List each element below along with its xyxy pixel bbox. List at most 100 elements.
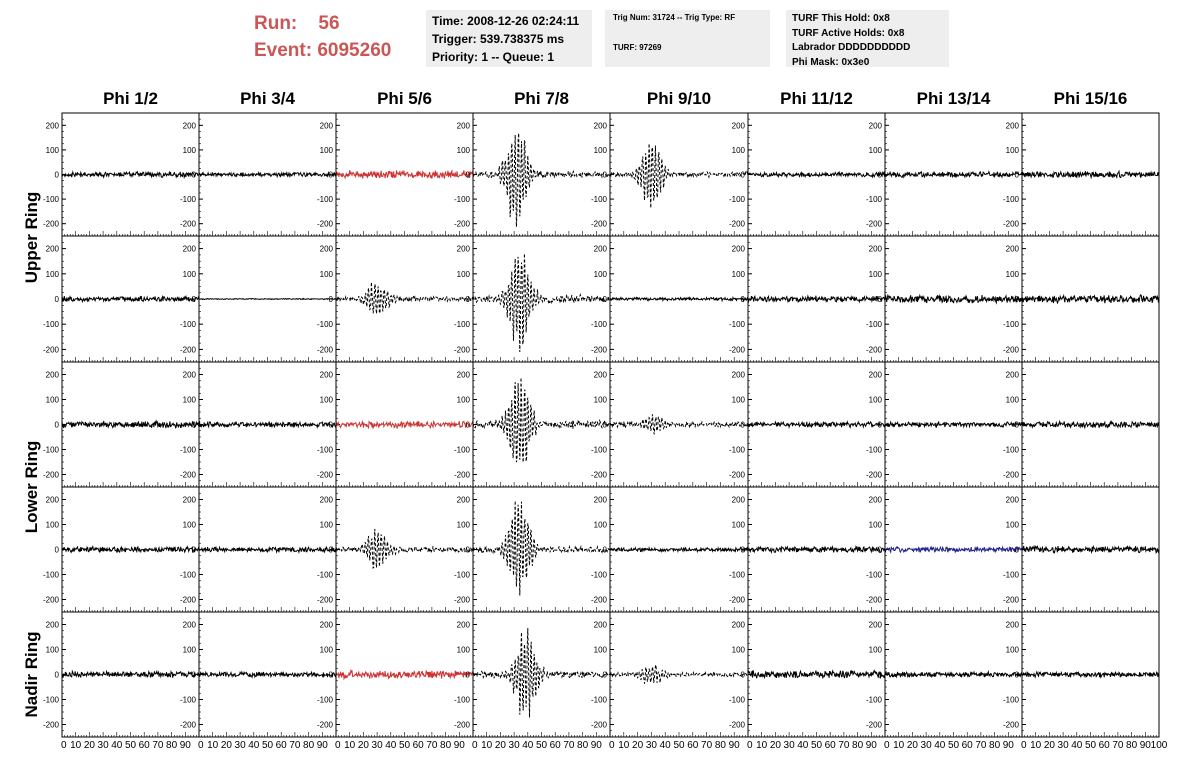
y-tick-label: -200 [454, 596, 471, 605]
x-tick-label: 60 [139, 740, 151, 751]
y-tick-label: 200 [46, 245, 60, 254]
y-tick-label: 0 [741, 295, 746, 304]
y-tick-label: -100 [180, 195, 197, 204]
column-header: Phi 7/8 [514, 89, 569, 108]
y-tick-label: 0 [55, 295, 60, 304]
y-tick-label: 200 [732, 245, 746, 254]
y-tick-label: -100 [591, 195, 608, 204]
y-tick-label: -100 [591, 320, 608, 329]
waveform-trace [747, 544, 886, 554]
x-tick-label: 80 [1126, 740, 1138, 751]
y-tick-label: 0 [329, 295, 334, 304]
x-tick-label: 20 [221, 740, 233, 751]
x-tick-label: 0 [61, 740, 67, 751]
x-tick-label: 40 [660, 740, 672, 751]
y-tick-label: -100 [454, 446, 471, 455]
y-tick-label: 200 [320, 621, 334, 630]
y-tick-label: 100 [1006, 270, 1020, 279]
y-tick-label: -200 [591, 345, 608, 354]
y-tick-label: -100 [454, 696, 471, 705]
y-tick-label: 0 [466, 421, 471, 430]
x-tick-label: 20 [84, 740, 96, 751]
y-tick-label: -100 [43, 446, 60, 455]
waveform-trace [62, 669, 200, 679]
y-tick-label: -200 [591, 596, 608, 605]
y-tick-label: 200 [1006, 245, 1020, 254]
x-tick-label: 90 [454, 740, 466, 751]
x-tick-label: 20 [632, 740, 644, 751]
waveform-trace [747, 420, 886, 429]
y-tick-label: -200 [729, 345, 746, 354]
y-tick-label: -200 [180, 471, 197, 480]
column-header: Phi 13/14 [917, 89, 991, 108]
waveform-trace [61, 419, 200, 429]
turf-hold-text: TURF This Hold: 0x8 [792, 13, 890, 24]
x-tick-label: 20 [358, 740, 370, 751]
x-tick-label: 10 [70, 740, 82, 751]
y-tick-label: -100 [1003, 195, 1020, 204]
y-tick-label: 0 [329, 421, 334, 430]
y-tick-label: 100 [732, 396, 746, 405]
y-tick-label: -100 [866, 446, 883, 455]
y-tick-label: 100 [320, 646, 334, 655]
waveform-trace [61, 294, 200, 304]
y-tick-label: -200 [180, 345, 197, 354]
x-tick-label: 50 [811, 740, 823, 751]
y-tick-label: -200 [180, 596, 197, 605]
y-tick-label: 100 [46, 270, 60, 279]
x-tick-label: 0 [198, 740, 204, 751]
y-tick-label: 200 [320, 496, 334, 505]
waveform-trace [610, 545, 749, 554]
y-tick-label: 100 [1006, 521, 1020, 530]
x-tick-label: 30 [509, 740, 521, 751]
y-tick-label: 200 [183, 371, 197, 380]
x-tick-label: 50 [948, 740, 960, 751]
y-tick-label: -200 [729, 471, 746, 480]
y-tick-label: 0 [329, 171, 334, 180]
run-line: Run: 56 [254, 10, 391, 37]
waveform-trace [747, 294, 886, 304]
y-tick-label: 0 [603, 546, 608, 555]
y-tick-label: 200 [46, 371, 60, 380]
x-tick-label: 10 [344, 740, 356, 751]
waveform-trace [198, 670, 337, 679]
y-tick-label: 200 [594, 621, 608, 630]
y-tick-label: -200 [454, 345, 471, 354]
x-tick-label: 40 [934, 740, 946, 751]
y-tick-label: -200 [866, 471, 883, 480]
y-tick-label: 0 [603, 671, 608, 680]
y-tick-label: -100 [866, 195, 883, 204]
y-tick-label: 100 [320, 396, 334, 405]
x-tick-label: 30 [784, 740, 796, 751]
waveform-trace [198, 420, 337, 430]
y-tick-label: -200 [591, 471, 608, 480]
y-tick-label: 100 [869, 146, 883, 155]
event-value: 6095260 [317, 40, 392, 61]
x-tick-label: 30 [235, 740, 247, 751]
y-tick-label: 100 [457, 521, 471, 530]
x-tick-label: 90 [1003, 740, 1015, 751]
y-tick-label: -100 [1003, 696, 1020, 705]
x-tick-label: 20 [495, 740, 507, 751]
waveform-trace [61, 545, 200, 554]
x-tick-label: 40 [248, 740, 260, 751]
y-tick-label: 100 [183, 146, 197, 155]
y-tick-label: 100 [457, 146, 471, 155]
y-tick-label: 0 [192, 171, 197, 180]
waveform-trace [335, 419, 474, 430]
trigger-text: Trigger: 539.738375 ms [432, 32, 565, 46]
waveform-trace [472, 500, 611, 596]
y-tick-label: 200 [732, 121, 746, 130]
y-tick-label: -100 [866, 571, 883, 580]
y-tick-label: 200 [183, 245, 197, 254]
y-tick-label: -200 [317, 471, 334, 480]
x-tick-label: 40 [522, 740, 534, 751]
y-tick-label: 0 [741, 671, 746, 680]
x-tick-label: 90 [729, 740, 741, 751]
y-tick-label: -100 [180, 696, 197, 705]
x-tick-label: 80 [852, 740, 864, 751]
x-tick-label: 60 [1099, 740, 1111, 751]
x-tick-label: 100 [1151, 740, 1168, 751]
y-tick-label: 0 [55, 546, 60, 555]
x-tick-label: 50 [1085, 740, 1097, 751]
